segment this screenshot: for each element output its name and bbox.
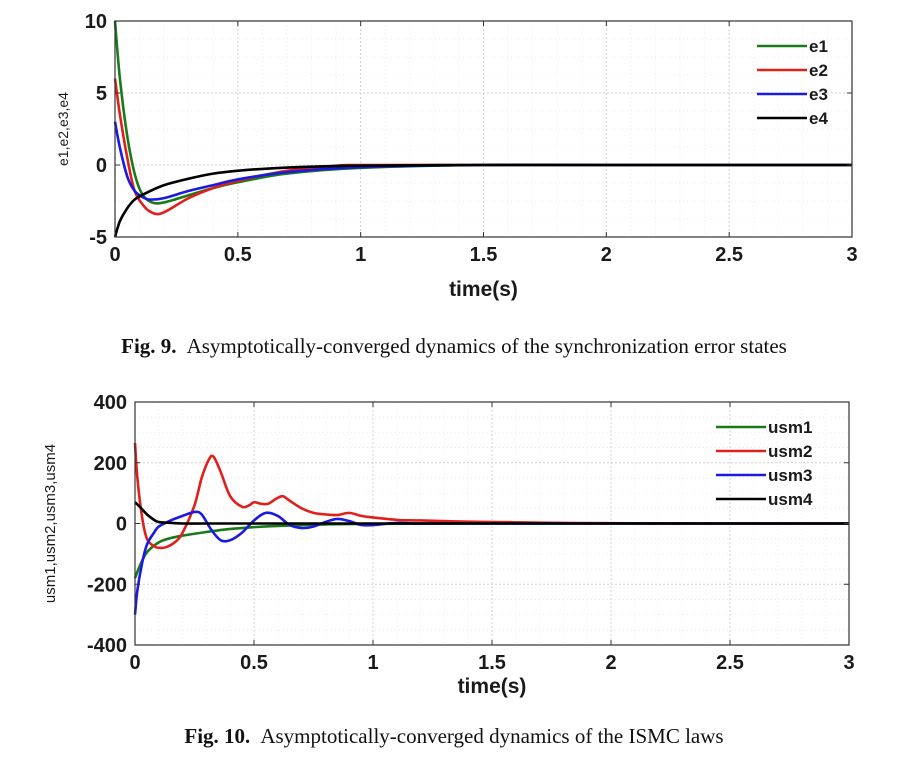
chart1-lines: [113, 20, 852, 238]
x-tick-label: 2.5: [715, 244, 743, 266]
x-tick-label: 3: [843, 652, 854, 674]
y-tick-label: -400: [87, 635, 127, 657]
chart2-caption: Fig. 10. Asymptotically-converged dynami…: [184, 724, 723, 748]
series-line-e1: [113, 20, 852, 205]
y-tick-label: 5: [96, 83, 107, 105]
chart2-caption-text: Asymptotically-converged dynamics of the…: [260, 724, 723, 748]
chart2-caption-label: Fig. 10.: [184, 724, 250, 748]
legend-label-usm4: usm4: [768, 490, 813, 509]
x-tick-label: 1: [367, 652, 378, 674]
chart1-legend: e1 e2 e3 e4: [757, 37, 828, 128]
series-line-e4: [113, 163, 852, 238]
chart1-grid: [114, 20, 853, 238]
legend-label-e1: e1: [809, 37, 828, 56]
y-tick-label: 0: [116, 514, 127, 536]
legend-label-usm2: usm2: [768, 442, 812, 461]
chart1-x-axis-label: time(s): [449, 278, 518, 301]
x-tick-label: 0: [129, 652, 140, 674]
legend-label-e2: e2: [809, 61, 828, 80]
x-tick-label: 2.5: [716, 652, 744, 674]
chart1-y-axis-label: e1,e2,e3,e4: [55, 92, 71, 166]
y-tick-label: -200: [87, 574, 127, 596]
y-tick-label: -5: [89, 227, 107, 249]
y-tick-label: 400: [94, 392, 127, 414]
x-tick-label: 3: [846, 244, 857, 266]
y-tick-label: 200: [94, 453, 127, 475]
chart2-legend: usm1 usm2 usm3 usm4: [716, 418, 813, 509]
x-tick-label: 0.5: [224, 244, 252, 266]
legend-label-e3: e3: [809, 85, 828, 104]
y-tick-label: 10: [85, 11, 107, 33]
chart1-caption-label: Fig. 9.: [121, 334, 176, 358]
legend-label-usm1: usm1: [768, 418, 812, 437]
x-tick-label: 1.5: [470, 244, 498, 266]
x-tick-label: 1: [355, 244, 366, 266]
chart2-lines: [133, 442, 850, 615]
series-line-usm2: [133, 442, 850, 550]
x-tick-label: 2: [601, 244, 612, 266]
chart1-caption-text: Asymptotically-converged dynamics of the…: [187, 334, 787, 358]
x-tick-label: 2: [605, 652, 616, 674]
y-tick-label: 0: [96, 155, 107, 177]
series-line-usm4: [134, 501, 849, 525]
chart2-y-axis-label: usm1,usm2,usm3,usm4: [42, 444, 59, 603]
chart2-x-axis-label: time(s): [458, 675, 527, 698]
chart1-caption: Fig. 9. Asymptotically-converged dynamic…: [121, 334, 787, 358]
x-tick-label: 1.5: [478, 652, 506, 674]
chart2-ticks: 0 0.5 1 1.5 2 2.5 3 400 200 0 -200 -400: [87, 392, 855, 674]
legend-label-e4: e4: [809, 109, 828, 128]
x-tick-label: 0: [109, 244, 120, 266]
x-tick-label: 0.5: [240, 652, 268, 674]
ismc-laws-chart: 0 0.5 1 1.5 2 2.5 3 400 200 0 -200 -400 time(s) usm…: [42, 392, 855, 748]
legend-label-usm3: usm3: [768, 466, 812, 485]
